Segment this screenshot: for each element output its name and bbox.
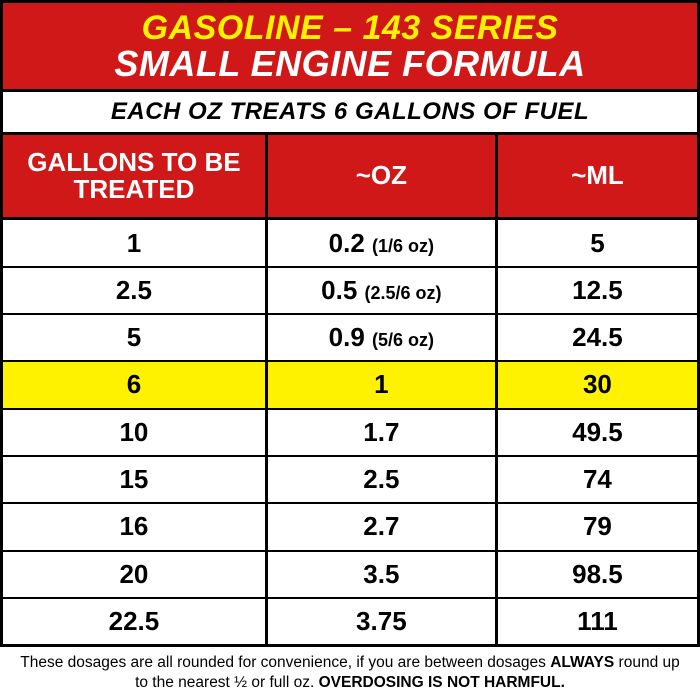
table-header-row: GALLONS TO BE TREATED ~OZ ~ML <box>2 133 699 219</box>
subheader: EACH OZ TREATS 6 GALLONS OF FUEL <box>0 89 700 132</box>
cell-oz: 1.7 <box>266 409 496 456</box>
cell-gallons: 1 <box>2 219 267 267</box>
footer-bold2: OVERDOSING IS NOT HARMFUL. <box>319 674 565 691</box>
cell-ml: 49.5 <box>496 409 698 456</box>
cell-ml: 98.5 <box>496 551 698 598</box>
title-header: GASOLINE – 143 SERIES SMALL ENGINE FORMU… <box>0 0 700 89</box>
cell-ml: 30 <box>496 361 698 408</box>
table-row: 162.779 <box>2 503 699 550</box>
footer-bold1: ALWAYS <box>550 654 614 671</box>
table-row: 6130 <box>2 361 699 408</box>
dosage-table: GALLONS TO BE TREATED ~OZ ~ML 10.2 (1/6 … <box>0 132 700 647</box>
cell-ml: 5 <box>496 219 698 267</box>
title-line-1: GASOLINE – 143 SERIES <box>3 11 697 45</box>
footer-part1: These dosages are all rounded for conven… <box>20 654 550 671</box>
col-oz: ~OZ <box>266 133 496 219</box>
cell-oz: 2.7 <box>266 503 496 550</box>
cell-gallons: 10 <box>2 409 267 456</box>
cell-gallons: 16 <box>2 503 267 550</box>
table-row: 50.9 (5/6 oz)24.5 <box>2 314 699 361</box>
title-line-2: SMALL ENGINE FORMULA <box>3 45 697 83</box>
cell-ml: 79 <box>496 503 698 550</box>
cell-ml: 111 <box>496 598 698 646</box>
cell-oz: 0.5 (2.5/6 oz) <box>266 267 496 314</box>
cell-ml: 12.5 <box>496 267 698 314</box>
cell-gallons: 6 <box>2 361 267 408</box>
cell-gallons: 20 <box>2 551 267 598</box>
table-row: 101.749.5 <box>2 409 699 456</box>
cell-ml: 24.5 <box>496 314 698 361</box>
table-row: 10.2 (1/6 oz)5 <box>2 219 699 267</box>
cell-oz: 1 <box>266 361 496 408</box>
table-row: 203.598.5 <box>2 551 699 598</box>
table-body: 10.2 (1/6 oz)52.50.5 (2.5/6 oz)12.550.9 … <box>2 219 699 646</box>
cell-oz: 3.5 <box>266 551 496 598</box>
cell-oz: 0.9 (5/6 oz) <box>266 314 496 361</box>
cell-ml: 74 <box>496 456 698 503</box>
table-row: 152.574 <box>2 456 699 503</box>
cell-gallons: 15 <box>2 456 267 503</box>
table-row: 2.50.5 (2.5/6 oz)12.5 <box>2 267 699 314</box>
cell-oz: 2.5 <box>266 456 496 503</box>
footer-note: These dosages are all rounded for conven… <box>0 647 700 700</box>
cell-gallons: 5 <box>2 314 267 361</box>
cell-oz: 3.75 <box>266 598 496 646</box>
cell-gallons: 2.5 <box>2 267 267 314</box>
col-ml: ~ML <box>496 133 698 219</box>
cell-gallons: 22.5 <box>2 598 267 646</box>
cell-oz: 0.2 (1/6 oz) <box>266 219 496 267</box>
table-row: 22.53.75111 <box>2 598 699 646</box>
col-gallons: GALLONS TO BE TREATED <box>2 133 267 219</box>
